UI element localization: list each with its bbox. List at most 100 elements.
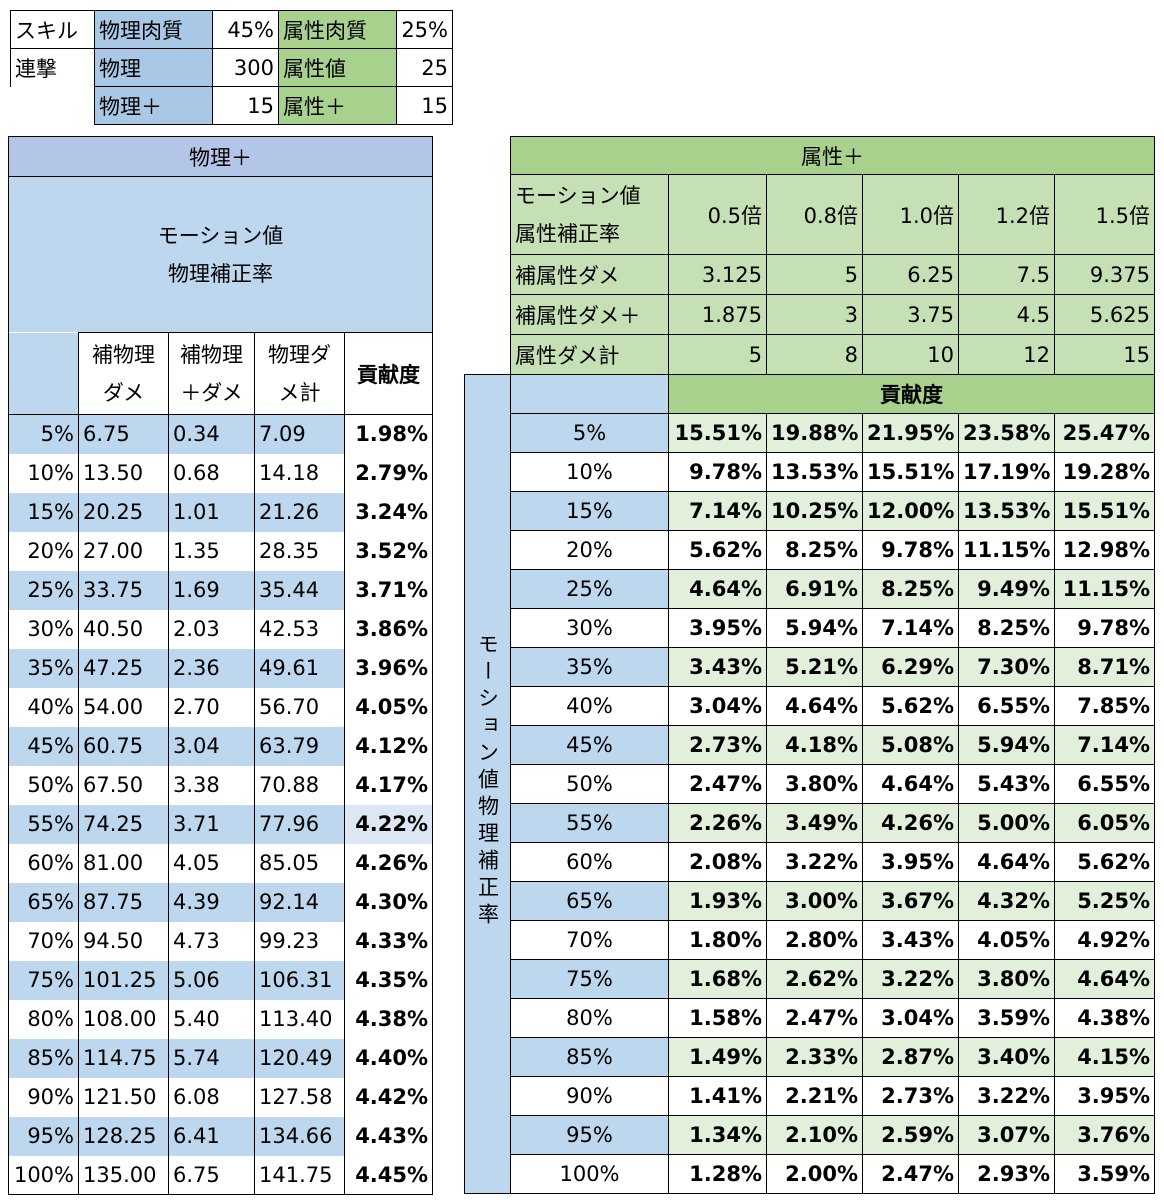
contribution-value-cell: 2.47% [766, 998, 863, 1038]
multiplier-header: 1.0倍 [862, 174, 959, 255]
phys-value-cell: 3.71 [168, 804, 255, 844]
phys-value-cell: 87.75 [78, 882, 169, 922]
phys-rate-cell: 85% [8, 1038, 79, 1078]
phys-value-cell: 6.08 [168, 1077, 255, 1117]
phys-value-cell: 21.26 [254, 492, 345, 532]
phys-table-row: 50% 67.50 3.38 70.88 4.17% [8, 765, 434, 805]
contribution-value-cell: 6.55% [1053, 764, 1156, 804]
phys-value-cell: 1.69 [168, 570, 255, 610]
elem-cell: 1.875 [668, 294, 767, 335]
phys-contribution-cell: 3.24% [343, 492, 434, 532]
contribution-value-cell: 2.93% [958, 1154, 1055, 1194]
contribution-rate-cell: 65% [510, 881, 669, 921]
contribution-value-cell: 7.14% [862, 608, 959, 648]
multiplier-header: 1.5倍 [1054, 174, 1155, 255]
phys-value-cell: 6.75 [168, 1155, 255, 1195]
contribution-value-cell: 4.64% [1053, 959, 1156, 999]
contribution-rate-cell: 20% [510, 530, 669, 570]
contribution-value-cell: 8.25% [862, 569, 959, 609]
elem-cell: 8 [766, 334, 863, 375]
contribution-value-cell: 15.51% [862, 452, 959, 492]
contribution-row: 50% 2.47% 3.80% 4.64% 5.43% 6.55% [465, 764, 1156, 804]
phys-contribution-cell: 4.22% [343, 804, 434, 844]
contribution-value-cell: 6.91% [766, 569, 863, 609]
contribution-value-cell: 7.30% [958, 647, 1055, 687]
phys-contribution-cell: 4.45% [343, 1155, 434, 1195]
contribution-value-cell: 2.59% [862, 1115, 959, 1155]
phys-label: 物理 [94, 48, 213, 87]
elem-row-label: 属性ダメ計 [510, 334, 669, 375]
skill-name: 連撃 [10, 48, 95, 87]
phys-value-cell: 47.25 [78, 648, 169, 688]
multiplier-header: 1.2倍 [958, 174, 1055, 255]
contribution-value-cell: 11.15% [958, 530, 1055, 570]
phys-value-cell: 4.39 [168, 882, 255, 922]
phys-value-cell: 4.05 [168, 843, 255, 883]
phys-value-cell: 77.96 [254, 804, 345, 844]
phys-value-cell: 2.03 [168, 609, 255, 649]
phys-rate-cell: 55% [8, 804, 79, 844]
phys-rate-cell: 100% [8, 1155, 79, 1195]
contribution-value-cell: 3.22% [862, 959, 959, 999]
contribution-value-cell: 3.59% [958, 998, 1055, 1038]
contribution-value-cell: 2.47% [668, 764, 767, 804]
contribution-value-cell: 2.21% [766, 1076, 863, 1116]
phys-col-header: 補物理＋ダメ [168, 332, 255, 415]
contribution-value-cell: 5.62% [668, 530, 767, 570]
phys-value-cell: 13.50 [78, 453, 169, 493]
contribution-value-cell: 25.47% [1053, 413, 1156, 453]
elem-row-label: 補属性ダメ＋ [510, 294, 669, 335]
phys-table-header: モーション値 物理補正率 [7, 176, 434, 333]
phys-value-cell: 99.23 [254, 921, 345, 961]
contribution-value-cell: 3.43% [862, 920, 959, 960]
contribution-value-cell: 4.64% [862, 764, 959, 804]
contribution-value-cell: 5.62% [862, 686, 959, 726]
phys-col-header: 物理ダメ計 [254, 332, 345, 415]
phys-value-cell: 63.79 [254, 726, 345, 766]
phys-rate-cell: 90% [8, 1077, 79, 1117]
phys-table-row: 20% 27.00 1.35 28.35 3.52% [8, 531, 434, 571]
phys-rate-cell: 45% [8, 726, 79, 766]
contribution-value-cell: 4.32% [958, 881, 1055, 921]
phys-table-row: 55% 74.25 3.71 77.96 4.22% [8, 804, 434, 844]
contribution-row: 20% 5.62% 8.25% 9.78% 11.15% 12.98% [465, 530, 1156, 570]
phys-plus-value: 15 [212, 86, 279, 125]
phys-contribution-cell: 4.43% [343, 1116, 434, 1156]
contribution-value-cell: 2.10% [766, 1115, 863, 1155]
contribution-value-cell: 5.21% [766, 647, 863, 687]
contribution-rate-cell: 100% [510, 1154, 669, 1194]
contribution-value-cell: 2.73% [668, 725, 767, 765]
phys-value-cell: 27.00 [78, 531, 169, 571]
phys-value-cell: 42.53 [254, 609, 345, 649]
phys-rate-cell: 95% [8, 1116, 79, 1156]
contribution-rate-cell: 55% [510, 803, 669, 843]
phys-rate-cell: 65% [8, 882, 79, 922]
contribution-value-cell: 11.15% [1053, 569, 1156, 609]
contribution-matrix: モーション値物理補正率 貢献度 5% 15.51% 19.88% 21.95% 23.58%… [464, 374, 1156, 1194]
elem-cell: 15 [1054, 334, 1155, 375]
phys-contribution-cell: 1.98% [343, 414, 434, 454]
contribution-row: 80% 1.58% 2.47% 3.04% 3.59% 4.38% [465, 998, 1156, 1038]
phys-value-cell: 85.05 [254, 843, 345, 883]
phys-table-row: 95% 128.25 6.41 134.66 4.43% [8, 1116, 434, 1156]
skill-label: スキル [10, 10, 95, 49]
phys-value-cell: 92.14 [254, 882, 345, 922]
contribution-value-cell: 3.04% [668, 686, 767, 726]
elem-label: 属性値 [278, 48, 397, 87]
elem-value: 25 [396, 48, 453, 87]
phys-value-cell: 6.41 [168, 1116, 255, 1156]
phys-table-row: 60% 81.00 4.05 85.05 4.26% [8, 843, 434, 883]
phys-rate-cell: 35% [8, 648, 79, 688]
contribution-value-cell: 7.14% [668, 491, 767, 531]
contribution-value-cell: 3.43% [668, 647, 767, 687]
phys-value-cell: 40.50 [78, 609, 169, 649]
contribution-rate-cell: 70% [510, 920, 669, 960]
elem-plus-table: 属性＋ モーション値 属性補正率 0.5倍 0.8倍 1.0倍 1.2倍 1.5… [510, 136, 1155, 375]
contribution-rate-cell: 95% [510, 1115, 669, 1155]
phys-plus-label: 物理＋ [94, 86, 213, 125]
phys-value-cell: 120.49 [254, 1038, 345, 1078]
contribution-value-cell: 9.78% [668, 452, 767, 492]
contribution-value-cell: 3.95% [668, 608, 767, 648]
contribution-value-cell: 5.25% [1053, 881, 1156, 921]
phys-value-cell: 1.35 [168, 531, 255, 571]
